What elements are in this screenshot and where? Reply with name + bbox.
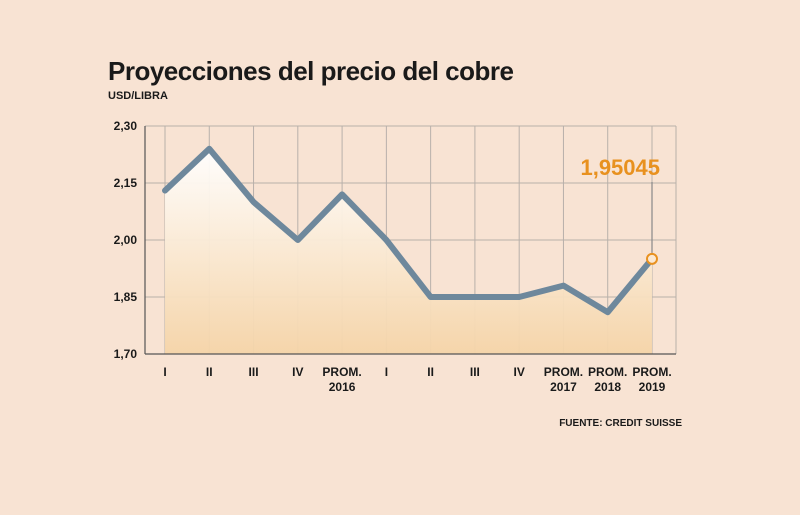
data-point	[383, 237, 389, 243]
annotation: 1,95045	[580, 155, 660, 265]
x-tick-label: III	[470, 365, 480, 379]
data-point	[206, 146, 212, 152]
data-point	[339, 191, 345, 197]
series-line	[162, 145, 655, 316]
x-tick-label: 2019	[639, 380, 666, 394]
data-point	[560, 283, 566, 289]
x-tick-label: PROM.	[544, 365, 583, 379]
x-tick-label: PROM.	[632, 365, 671, 379]
x-tick-label: II	[206, 365, 213, 379]
chart-source: FUENTE: CREDIT SUISSE	[559, 418, 682, 429]
x-tick-label: PROM.	[322, 365, 361, 379]
x-tick-label: IV	[514, 365, 525, 379]
x-tick-label: 2017	[550, 380, 577, 394]
x-tick-label: II	[427, 365, 434, 379]
x-tick-label: PROM.	[588, 365, 627, 379]
data-point	[428, 294, 434, 300]
y-tick-label: 2,00	[114, 233, 138, 247]
area-under-line	[165, 148, 652, 354]
data-point	[251, 199, 257, 205]
data-point	[295, 237, 301, 243]
annotation-value-label: 1,95045	[580, 155, 660, 180]
data-point	[472, 294, 478, 300]
y-tick-label: 1,85	[114, 290, 138, 304]
data-point	[605, 309, 611, 315]
data-point	[162, 188, 168, 194]
y-tick-label: 2,15	[114, 176, 138, 190]
x-tick-label: I	[385, 365, 388, 379]
chart-unit-label: USD/LIBRA	[108, 90, 168, 102]
series-line-path	[162, 145, 655, 316]
x-tick-label: 2018	[594, 380, 621, 394]
x-tick-label: I	[163, 365, 166, 379]
area-fill	[165, 148, 652, 354]
y-tick-label: 2,30	[114, 119, 138, 133]
annotation-marker	[646, 252, 658, 265]
y-tick-label: 1,70	[114, 347, 138, 361]
x-tick-label: III	[249, 365, 259, 379]
data-point	[516, 294, 522, 300]
x-tick-label: IV	[292, 365, 303, 379]
chart-title: Proyecciones del precio del cobre	[108, 56, 514, 86]
x-tick-label: 2016	[329, 380, 356, 394]
